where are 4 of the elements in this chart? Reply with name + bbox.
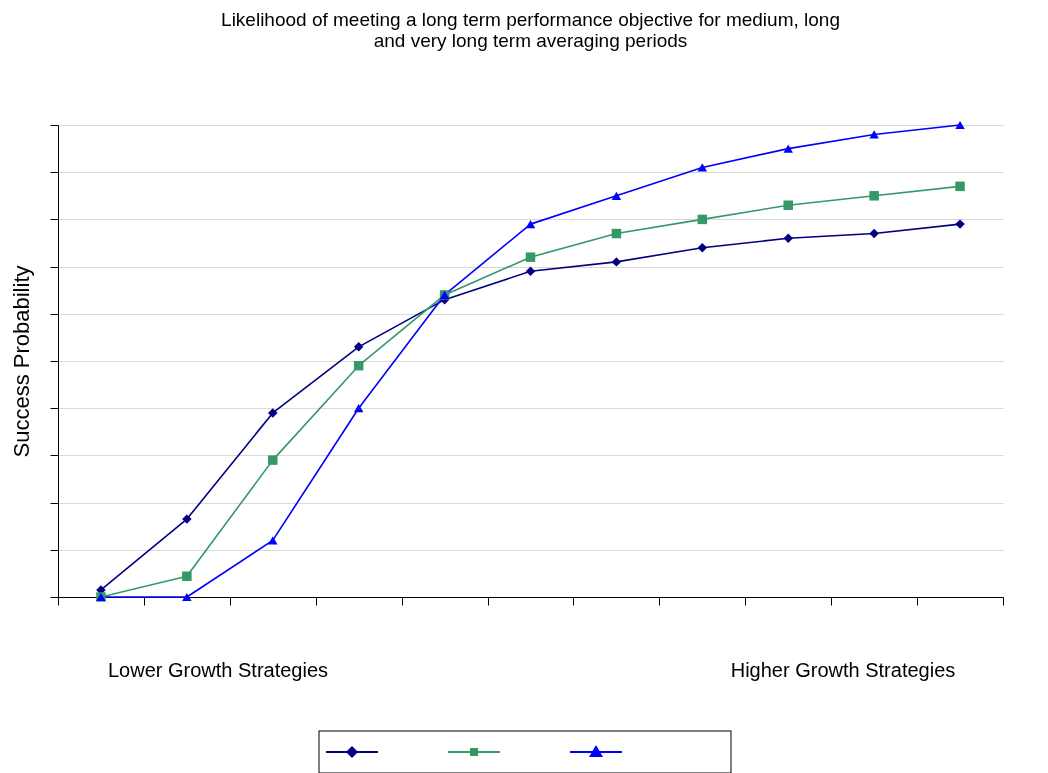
text: Higher Growth Strategies <box>730 659 956 681</box>
chart-title: Likelihood of meeting a long term performance objective for medium, long and very long term averaging periods <box>221 8 840 51</box>
y-axis-title: Success Probability <box>9 265 34 458</box>
text: Lower Growth Strategies <box>107 659 329 681</box>
